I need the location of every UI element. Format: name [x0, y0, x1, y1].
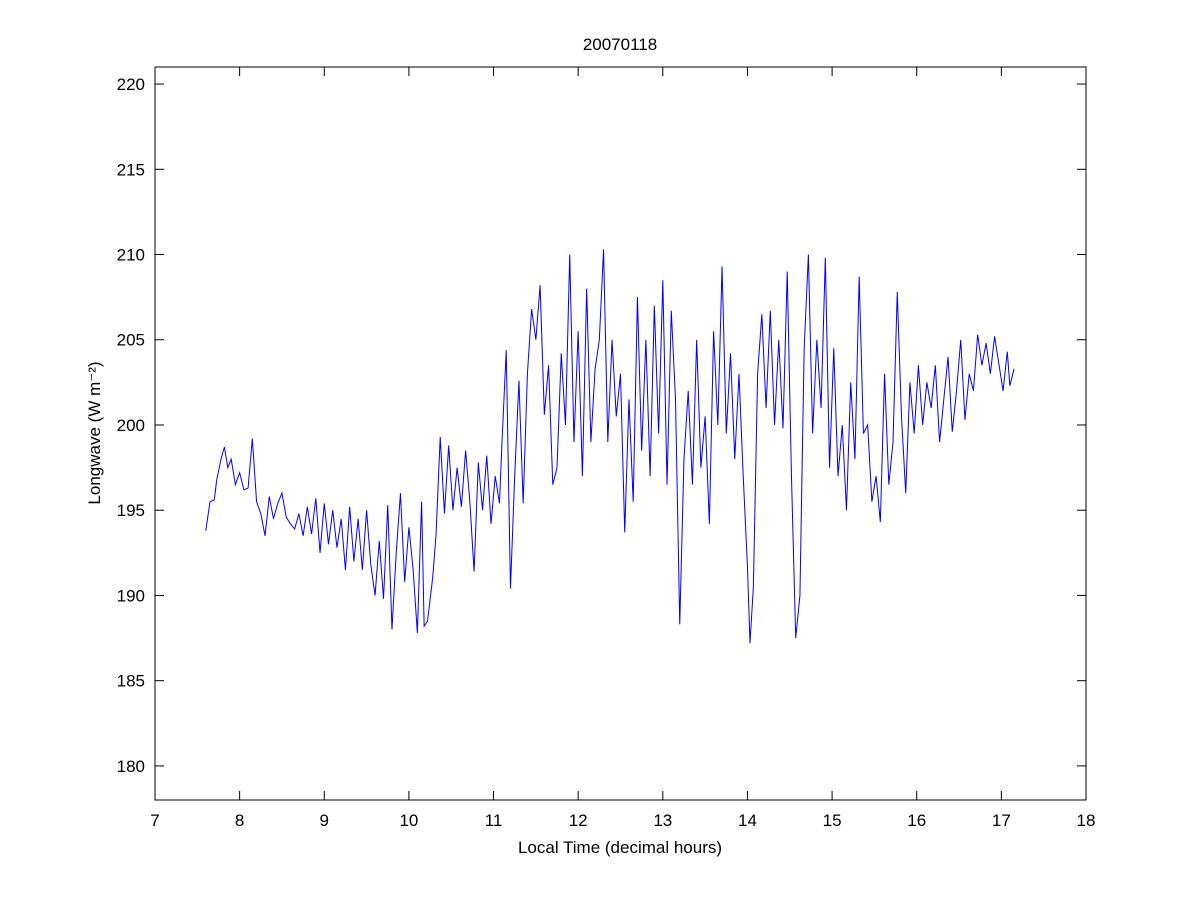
- x-tick-label: 7: [150, 811, 159, 830]
- x-tick-label: 14: [738, 811, 757, 830]
- x-tick-label: 18: [1077, 811, 1096, 830]
- plot-frame: [154, 66, 1087, 801]
- x-tick-label: 13: [653, 811, 672, 830]
- x-tick-label: 17: [992, 811, 1011, 830]
- x-tick-label: 15: [823, 811, 842, 830]
- y-tick-label: 190: [117, 586, 145, 605]
- y-tick-label: 180: [117, 757, 145, 776]
- y-tick-label: 185: [117, 672, 145, 691]
- x-tick-label: 11: [485, 811, 503, 830]
- x-axis-label: Local Time (decimal hours): [518, 838, 722, 857]
- y-tick-label: 210: [117, 246, 145, 265]
- y-axis-label: Longwave (W m⁻²): [85, 361, 104, 504]
- data-line: [205, 249, 1015, 644]
- x-tick-label: 16: [907, 811, 926, 830]
- x-tick-label: 8: [235, 811, 244, 830]
- x-tick-label: 10: [399, 811, 418, 830]
- x-tick-label: 9: [320, 811, 329, 830]
- y-tick-label: 195: [117, 501, 145, 520]
- chart-title: 20070118: [583, 35, 657, 54]
- y-tick-label: 215: [117, 160, 145, 179]
- y-tick-label: 220: [117, 75, 145, 94]
- x-tick-label: 12: [569, 811, 588, 830]
- y-tick-label: 205: [117, 331, 145, 350]
- y-tick-label: 200: [117, 416, 145, 435]
